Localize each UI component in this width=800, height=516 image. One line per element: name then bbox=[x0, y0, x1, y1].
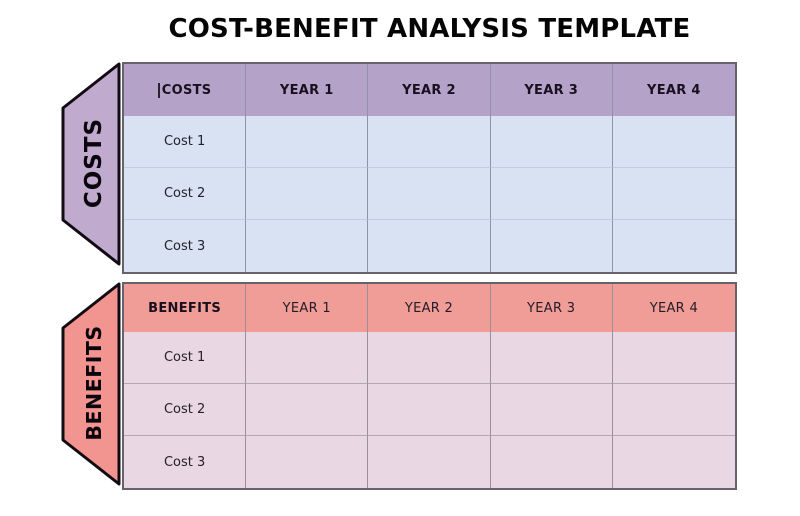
costs-header-year1[interactable]: YEAR 1 bbox=[246, 64, 369, 116]
benefits-row2-year3[interactable] bbox=[490, 384, 613, 436]
costs-header-year3[interactable]: YEAR 3 bbox=[490, 64, 613, 116]
benefits-row3-year1[interactable] bbox=[246, 436, 369, 488]
benefits-row2-year4[interactable] bbox=[612, 384, 735, 436]
benefits-table: BENEFITS YEAR 1 YEAR 2 YEAR 3 YEAR 4 Cos… bbox=[122, 282, 737, 490]
costs-row2-label[interactable]: Cost 2 bbox=[124, 168, 247, 220]
benefits-row1-year2[interactable] bbox=[368, 332, 491, 384]
costs-row3-year4[interactable] bbox=[612, 220, 735, 272]
costs-header-label: COSTS bbox=[161, 82, 212, 98]
benefits-row1-label[interactable]: Cost 1 bbox=[124, 332, 247, 384]
costs-row1-year4[interactable] bbox=[612, 116, 735, 168]
benefits-row3-year4[interactable] bbox=[612, 436, 735, 488]
costs-row2-year3[interactable] bbox=[490, 168, 613, 220]
costs-row3-year1[interactable] bbox=[246, 220, 369, 272]
benefits-header-year4[interactable]: YEAR 4 bbox=[612, 284, 735, 332]
benefits-header-cell[interactable]: BENEFITS bbox=[124, 284, 247, 332]
benefits-row1-year4[interactable] bbox=[612, 332, 735, 384]
benefits-row2-year1[interactable] bbox=[246, 384, 369, 436]
benefits-row1-year3[interactable] bbox=[490, 332, 613, 384]
benefits-tab: BENEFITS bbox=[61, 282, 121, 486]
text-cursor bbox=[157, 82, 160, 98]
costs-header-cell[interactable]: COSTS bbox=[124, 64, 247, 116]
costs-row2-year4[interactable] bbox=[612, 168, 735, 220]
costs-row1-year2[interactable] bbox=[368, 116, 491, 168]
costs-row3-year2[interactable] bbox=[368, 220, 491, 272]
benefits-header-year1[interactable]: YEAR 1 bbox=[246, 284, 369, 332]
page-title: COST-BENEFIT ANALYSIS TEMPLATE bbox=[168, 14, 691, 44]
costs-header-year4[interactable]: YEAR 4 bbox=[612, 64, 735, 116]
costs-row3-label[interactable]: Cost 3 bbox=[124, 220, 247, 272]
costs-row3-year3[interactable] bbox=[490, 220, 613, 272]
costs-tab-label: COSTS bbox=[81, 118, 107, 208]
costs-row2-year2[interactable] bbox=[368, 168, 491, 220]
costs-table: COSTS YEAR 1 YEAR 2 YEAR 3 YEAR 4 Cost 1… bbox=[122, 62, 737, 274]
costs-row1-year3[interactable] bbox=[490, 116, 613, 168]
benefits-row2-label[interactable]: Cost 2 bbox=[124, 384, 247, 436]
benefits-row1-year1[interactable] bbox=[246, 332, 369, 384]
benefits-tab-shape bbox=[61, 282, 121, 486]
costs-row1-year1[interactable] bbox=[246, 116, 369, 168]
costs-row1-label[interactable]: Cost 1 bbox=[124, 116, 247, 168]
costs-row2-year1[interactable] bbox=[246, 168, 369, 220]
costs-header-year2[interactable]: YEAR 2 bbox=[368, 64, 491, 116]
benefits-tab-label: BENEFITS bbox=[82, 325, 106, 440]
costs-tab-shape bbox=[61, 62, 121, 266]
benefits-row2-year2[interactable] bbox=[368, 384, 491, 436]
benefits-row3-label[interactable]: Cost 3 bbox=[124, 436, 247, 488]
costs-tab: COSTS bbox=[61, 62, 121, 266]
benefits-row3-year2[interactable] bbox=[368, 436, 491, 488]
benefits-header-year2[interactable]: YEAR 2 bbox=[368, 284, 491, 332]
benefits-header-year3[interactable]: YEAR 3 bbox=[490, 284, 613, 332]
benefits-row3-year3[interactable] bbox=[490, 436, 613, 488]
